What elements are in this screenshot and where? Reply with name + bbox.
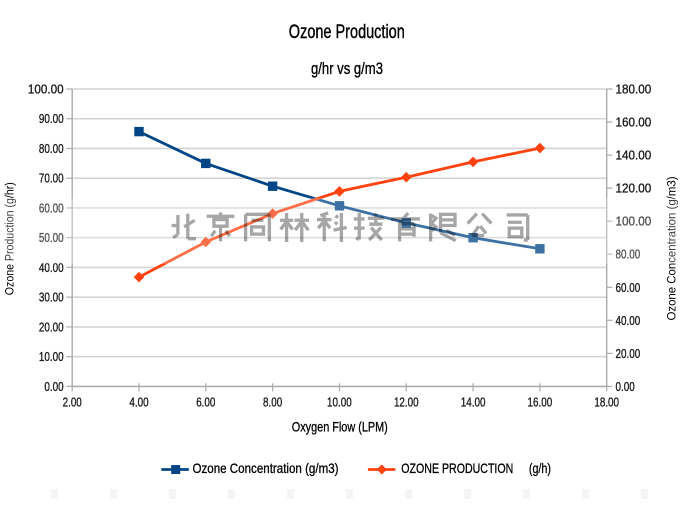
svg-text:6.00: 6.00: [196, 395, 215, 410]
svg-text:10.00: 10.00: [327, 395, 352, 410]
svg-text:(g/h): (g/h): [529, 460, 551, 476]
svg-text:70.00: 70.00: [39, 171, 64, 186]
svg-text:14.00: 14.00: [461, 395, 486, 410]
svg-text:80.00: 80.00: [616, 247, 641, 262]
svg-text:30.00: 30.00: [39, 290, 64, 305]
svg-text:120.00: 120.00: [616, 181, 652, 196]
svg-text:10.00: 10.00: [39, 349, 64, 364]
svg-text:100.00: 100.00: [28, 82, 64, 97]
svg-text:50.00: 50.00: [39, 230, 64, 245]
svg-text:60.00: 60.00: [616, 280, 641, 295]
svg-text:12.00: 12.00: [394, 395, 419, 410]
svg-text:90.00: 90.00: [39, 111, 64, 126]
svg-text:20.00: 20.00: [39, 319, 64, 334]
svg-text:Ozone Production: Ozone Production: [289, 22, 405, 43]
svg-text:100.00: 100.00: [616, 214, 652, 229]
svg-text:60.00: 60.00: [39, 201, 64, 216]
svg-text:20.00: 20.00: [616, 346, 641, 361]
svg-text:Ozone Production (g/hr): Ozone Production (g/hr): [5, 182, 17, 295]
svg-text:Ozone Concentration (g/m3): Ozone Concentration (g/m3): [193, 460, 339, 476]
svg-text:Oxygen Flow (LPM): Oxygen Flow (LPM): [292, 419, 388, 435]
svg-text:g/hr vs g/m3: g/hr vs g/m3: [311, 60, 383, 78]
svg-text:40.00: 40.00: [616, 313, 641, 328]
svg-text:16.00: 16.00: [528, 395, 553, 410]
svg-text:140.00: 140.00: [616, 148, 652, 163]
svg-text:180.00: 180.00: [616, 82, 652, 97]
svg-text:18.00: 18.00: [594, 395, 619, 410]
svg-text:8.00: 8.00: [263, 395, 282, 410]
svg-text:2.00: 2.00: [63, 395, 82, 410]
svg-text:OZONE PRODUCTION: OZONE PRODUCTION: [401, 460, 513, 476]
svg-text:Ozone Concentration (g/m3): Ozone Concentration (g/m3): [667, 176, 679, 320]
svg-text:80.00: 80.00: [39, 141, 64, 156]
svg-text:4.00: 4.00: [129, 395, 148, 410]
svg-text:0.00: 0.00: [44, 379, 63, 394]
svg-text:160.00: 160.00: [616, 115, 652, 130]
svg-text:0.00: 0.00: [616, 379, 635, 394]
svg-text:40.00: 40.00: [39, 260, 64, 275]
